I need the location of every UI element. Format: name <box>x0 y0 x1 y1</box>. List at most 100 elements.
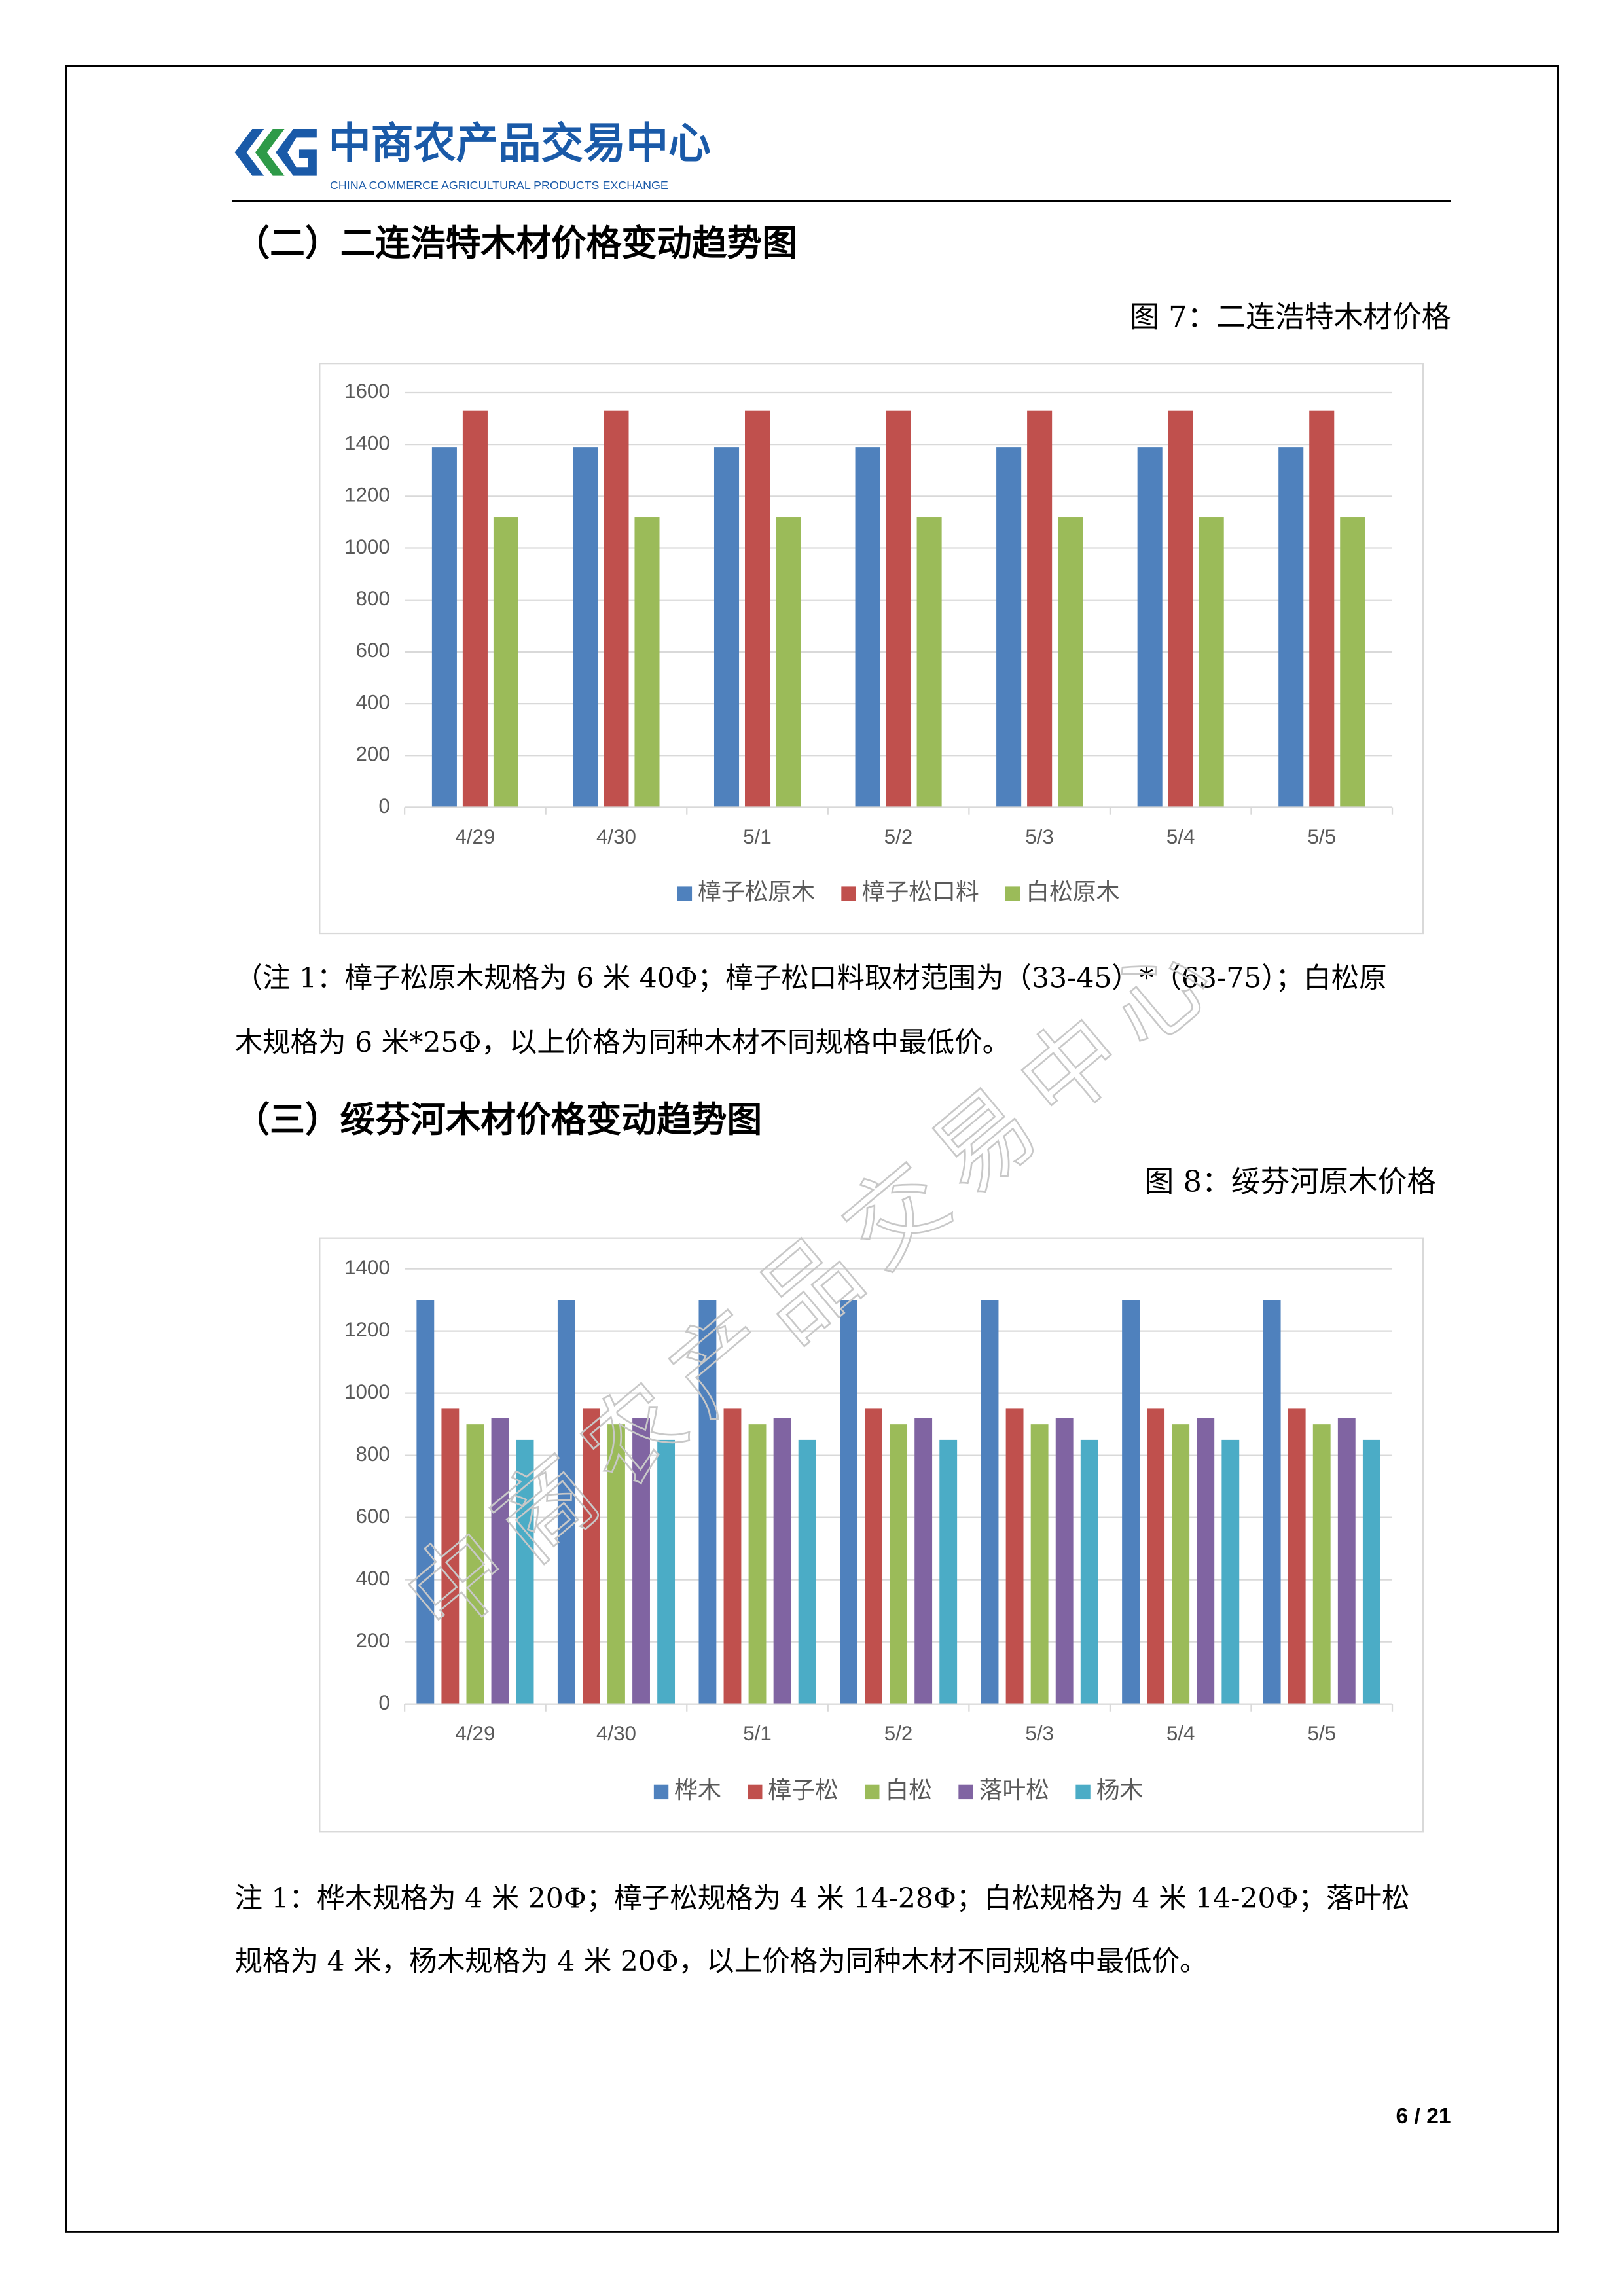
y-tick-label: 1200 <box>344 1318 390 1341</box>
bar <box>441 1408 460 1704</box>
x-tick-label: 5/4 <box>1166 825 1195 848</box>
bar <box>462 410 488 808</box>
bar <box>1362 1439 1380 1704</box>
y-tick-label: 1000 <box>344 1380 390 1403</box>
section-heading: （二）二连浩特木材价格变动趋势图 <box>234 223 797 264</box>
legend-swatch <box>677 886 693 901</box>
section-heading: （三）绥芬河木材价格变动趋势图 <box>234 1099 762 1140</box>
x-tick-label: 5/4 <box>1166 1722 1195 1745</box>
bar <box>657 1439 676 1704</box>
legend: 桦木 樟子松 白松 落叶松 杨木 <box>653 1777 1144 1804</box>
legend-swatch <box>653 1784 669 1800</box>
y-tick-label: 0 <box>378 795 389 817</box>
bar <box>1172 1424 1190 1704</box>
bar <box>607 1424 625 1704</box>
bar <box>1005 1408 1024 1704</box>
bar <box>1340 517 1365 808</box>
page-number: 6 / 21 <box>1396 2104 1451 2128</box>
bar <box>798 1439 816 1704</box>
note-line: （注 1：樟子松原木规格为 6 米 40Φ；樟子松口料取材范围为（33-45）*… <box>234 963 1386 995</box>
x-tick-label: 5/1 <box>743 825 772 848</box>
bar <box>466 1424 484 1704</box>
legend-label: 桦木 <box>674 1777 721 1804</box>
legend-swatch <box>865 1784 880 1800</box>
x-tick-label: 4/29 <box>455 1722 495 1745</box>
bar <box>1080 1439 1098 1704</box>
bar <box>557 1300 575 1704</box>
legend-label: 杨木 <box>1096 1777 1144 1804</box>
y-tick-label: 400 <box>355 691 389 713</box>
legend-label: 白松 <box>885 1777 932 1804</box>
bar <box>1058 517 1083 808</box>
bar <box>996 447 1022 808</box>
bar <box>914 1418 933 1704</box>
bar <box>1027 410 1053 808</box>
x-tick-label: 4/30 <box>596 825 636 848</box>
bar <box>604 410 629 808</box>
bar <box>1055 1418 1074 1704</box>
x-tick-label: 5/5 <box>1307 825 1336 848</box>
bar <box>582 1408 600 1704</box>
legend-label: 樟子松原木 <box>698 879 815 906</box>
bar <box>632 1418 650 1704</box>
bar <box>1122 1300 1140 1704</box>
note-line: 木规格为 6 米*25Φ，以上价格为同种木材不同规格中最低价。 <box>234 1027 1010 1059</box>
bar <box>840 1300 857 1704</box>
bar <box>1278 447 1304 808</box>
legend-swatch <box>1075 1784 1091 1800</box>
legend: 樟子松原木 樟子松口料 白松原木 <box>677 879 1119 906</box>
bar <box>939 1439 958 1704</box>
y-tick-label: 200 <box>355 1629 389 1652</box>
x-tick-label: 5/5 <box>1307 1722 1336 1745</box>
bar <box>634 517 660 808</box>
bar <box>573 447 598 808</box>
bar <box>1221 1439 1240 1704</box>
x-tick-label: 4/29 <box>455 825 495 848</box>
y-tick-label: 1400 <box>344 431 390 454</box>
bar <box>1199 517 1224 808</box>
legend-swatch <box>1005 886 1020 901</box>
bar <box>431 447 457 808</box>
x-tick-label: 5/1 <box>743 1722 772 1745</box>
y-tick-label: 600 <box>355 1505 389 1528</box>
bar <box>773 1418 791 1704</box>
y-tick-label: 1600 <box>344 380 390 403</box>
x-tick-label: 5/2 <box>884 1722 913 1745</box>
bar <box>1312 1424 1331 1704</box>
bar <box>981 1300 999 1704</box>
bar <box>1197 1418 1215 1704</box>
x-tick-label: 4/30 <box>596 1722 636 1745</box>
y-tick-label: 1400 <box>344 1256 390 1279</box>
bar <box>1030 1424 1049 1704</box>
bar <box>723 1408 742 1704</box>
note-line: 规格为 4 米，杨木规格为 4 米 20Φ，以上价格为同种木材不同规格中最低价。 <box>234 1946 1207 1978</box>
bar <box>1288 1408 1306 1704</box>
x-tick-label: 5/2 <box>884 825 913 848</box>
note-line: 注 1：桦木规格为 4 米 20Φ；樟子松规格为 4 米 14-28Φ；白松规格… <box>234 1883 1409 1915</box>
legend-swatch <box>958 1784 973 1800</box>
bar <box>916 517 942 808</box>
bar <box>1147 1408 1165 1704</box>
y-tick-label: 1200 <box>344 484 390 507</box>
bar <box>890 1424 908 1704</box>
logo-text: 中商农产品交易中心 <box>329 118 711 168</box>
bar <box>1309 410 1335 808</box>
y-tick-label: 200 <box>355 743 389 766</box>
bar <box>416 1300 435 1704</box>
legend-swatch <box>841 886 856 901</box>
chart-caption: 图 8：绥芬河原木价格 <box>1145 1164 1437 1198</box>
bar <box>491 1418 509 1704</box>
bar <box>1168 410 1193 808</box>
y-tick-label: 800 <box>355 587 389 610</box>
bar <box>865 1408 882 1704</box>
logo-icon <box>234 129 317 176</box>
bar <box>1137 447 1163 808</box>
y-tick-label: 600 <box>355 639 389 662</box>
chart-caption: 图 7：二连浩特木材价格 <box>1130 300 1451 334</box>
legend-label: 樟子松口料 <box>862 879 979 906</box>
bar <box>516 1439 534 1704</box>
logo-subtitle: CHINA COMMERCE AGRICULTURAL PRODUCTS EXC… <box>330 179 668 192</box>
bar <box>776 517 801 808</box>
